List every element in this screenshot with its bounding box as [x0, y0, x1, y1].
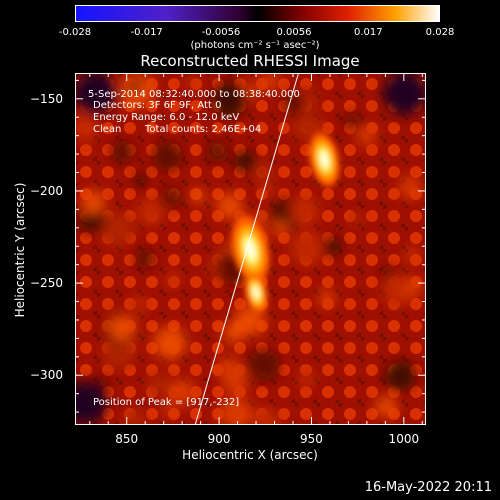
texture-blob: [191, 189, 206, 204]
plot-title: Reconstructed RHESSI Image: [140, 52, 360, 70]
texture-blob: [111, 140, 135, 164]
texture-blob: [164, 271, 180, 287]
texture-blob: [75, 381, 107, 425]
texture-blob: [108, 314, 136, 341]
texture-blob: [75, 112, 99, 142]
texture-blob: [222, 367, 249, 394]
texture-blob: [253, 161, 274, 182]
x-tick-label: 950: [300, 432, 323, 446]
texture-blob: [234, 150, 256, 172]
texture-blob: [75, 73, 117, 115]
y-tick-label: −300: [30, 368, 63, 383]
texture-blob: [123, 408, 147, 425]
texture-blob: [349, 211, 364, 226]
info-method: Clean: [93, 124, 122, 135]
texture-blob: [292, 113, 321, 142]
x-tick-label: 900: [207, 432, 231, 446]
texture-blob: [147, 372, 171, 396]
colorbar-tick-label: -0.028: [58, 27, 92, 38]
colorbar-tick-label: -0.0056: [201, 27, 241, 38]
texture-blob: [169, 379, 196, 406]
info-counts: Total counts: 2.46E+04: [145, 124, 262, 135]
texture-blob: [152, 141, 183, 172]
texture-blob: [136, 197, 165, 226]
texture-blob: [211, 81, 248, 118]
texture-blob: [289, 195, 319, 226]
texture-blob: [130, 295, 149, 314]
info-peak-position: Position of Peak = [917,-232]: [93, 397, 240, 408]
texture-blob: [162, 403, 175, 416]
colorbar-tick-label: 0.028: [425, 27, 455, 38]
solar-limb-line: [194, 73, 300, 425]
y-tick-label: −250: [30, 276, 63, 291]
info-time-range: 5-Sep-2014 08:32:40.000 to 08:38:40.000: [88, 89, 300, 100]
texture-blob: [317, 288, 336, 308]
footer-timestamp: 16-May-2022 20:11: [364, 480, 492, 495]
texture-blob: [102, 335, 136, 370]
texture-blob: [99, 211, 135, 247]
texture-blob: [273, 221, 288, 236]
colorbar-units: (photons cm⁻² s⁻¹ asec⁻²): [190, 40, 320, 51]
y-tick-label: −200: [30, 183, 63, 198]
x-axis-label: Heliocentric X (arcsec): [182, 448, 318, 462]
emission-source: [309, 132, 340, 187]
texture-blob: [134, 173, 147, 187]
texture-blob: [356, 125, 377, 146]
info-detectors: Detectors: 3F 6F 9F, Att 0: [93, 100, 222, 111]
colorbar: [75, 5, 440, 22]
texture-blob: [206, 140, 228, 163]
emission-source: [231, 216, 270, 284]
colorbar-tick-label: 0.017: [353, 27, 383, 38]
texture-blob: [135, 248, 155, 269]
texture-blob: [344, 113, 361, 130]
texture-blob: [81, 191, 105, 215]
texture-blob: [323, 237, 341, 255]
texture-blob: [153, 326, 187, 360]
texture-blob: [259, 181, 275, 198]
texture-blob: [234, 305, 266, 336]
rhessi-image-plot: [75, 73, 426, 425]
texture-blob: [259, 73, 280, 92]
texture-blob: [247, 349, 280, 382]
colorbar-tick-label: 0.0056: [276, 27, 312, 38]
texture-blob: [385, 360, 416, 391]
texture-blob: [127, 79, 142, 94]
texture-blob: [298, 370, 316, 388]
texture-blob: [283, 92, 305, 115]
y-axis-label: Heliocentric Y (arcsec): [13, 182, 27, 318]
texture-blob: [402, 277, 423, 298]
emission-source: [244, 272, 268, 313]
colorbar-tick-label: -0.017: [130, 27, 163, 38]
texture-blob: [399, 176, 422, 199]
x-tick-label: 850: [115, 432, 139, 446]
x-tick-label: 1000: [388, 432, 420, 446]
texture-blob: [290, 231, 325, 266]
texture-blob: [219, 396, 253, 425]
texture-blob: [405, 247, 419, 261]
texture-blob: [162, 187, 182, 207]
texture-blob: [184, 76, 198, 90]
texture-blob: [383, 73, 426, 115]
y-tick-label: −150: [30, 91, 63, 106]
texture-blob: [216, 193, 242, 219]
texture-blob: [375, 396, 397, 418]
texture-blob: [252, 407, 280, 425]
info-energy: Energy Range: 6.0 - 12.0 keV: [93, 112, 240, 123]
